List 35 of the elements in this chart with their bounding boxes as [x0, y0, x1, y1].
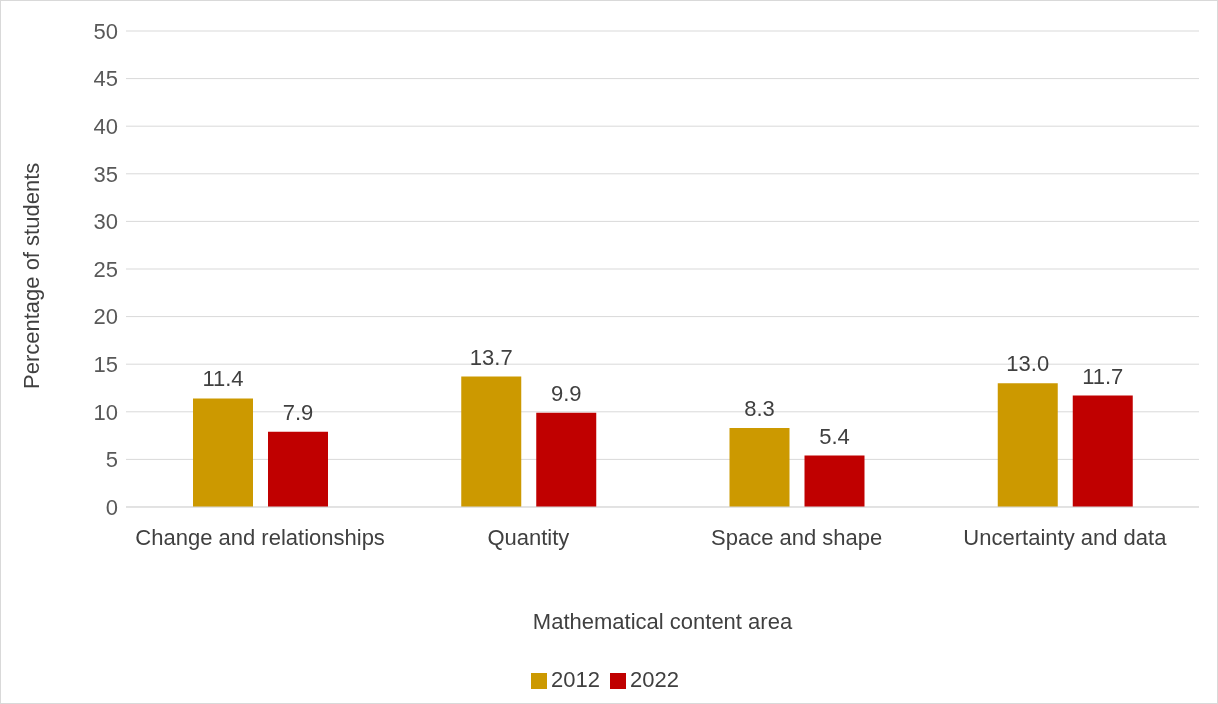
y-tick-label: 25 [93, 256, 118, 282]
y-tick-label: 0 [105, 494, 118, 520]
y-tick-label: 20 [93, 304, 118, 330]
legend-label: 2012 [551, 667, 600, 692]
data-label: 11.4 [202, 366, 244, 392]
data-label: 11.7 [1082, 363, 1124, 389]
bar [804, 455, 865, 507]
data-label: 7.9 [282, 399, 314, 425]
x-tick-label: Uncertainty and data [963, 524, 1168, 550]
y-tick-label: 50 [93, 18, 118, 44]
bar [536, 412, 597, 507]
data-label: 13.7 [469, 344, 513, 370]
x-tick-label: Quantity [487, 524, 570, 550]
x-tick-label: Space and shape [710, 524, 883, 550]
x-axis-title: Mathematical content area [532, 609, 793, 634]
bar [729, 427, 790, 507]
data-label: 13.0 [1006, 351, 1050, 377]
x-tick-label: Change and relationships [135, 524, 385, 550]
y-axis-title: Percentage of students [18, 162, 44, 389]
bar [268, 431, 328, 507]
bar [1072, 395, 1133, 507]
y-tick-label: 5 [105, 447, 118, 473]
y-tick-label: 45 [93, 66, 118, 92]
y-tick-label: 35 [93, 161, 118, 187]
bar [461, 376, 522, 507]
data-label: 9.9 [550, 380, 582, 406]
data-label: 8.3 [744, 395, 775, 421]
y-tick-label: 15 [93, 352, 118, 378]
y-tick-label: 40 [93, 114, 118, 140]
y-tick-label: 30 [93, 209, 118, 235]
bar [997, 383, 1058, 507]
y-tick-label: 10 [93, 399, 118, 425]
legend-label: 2022 [630, 667, 679, 692]
bar [193, 398, 253, 507]
data-label: 5.4 [819, 423, 850, 449]
